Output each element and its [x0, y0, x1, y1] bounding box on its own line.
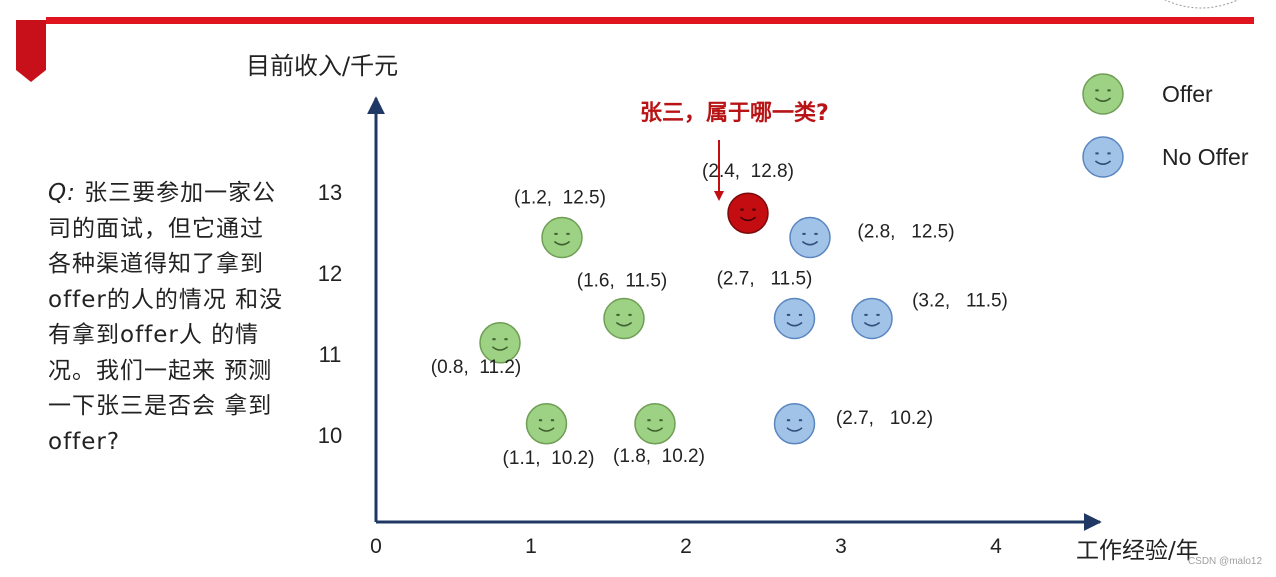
- y-axis-ticks: 10 11 12 13: [318, 180, 342, 448]
- annotation-text: 张三，属于哪一类?: [640, 101, 829, 126]
- no-offer-smiley-point: [851, 297, 893, 340]
- y-tick-label: 11: [319, 342, 342, 367]
- y-axis-title: 目前收入/千元: [246, 52, 398, 80]
- corner-decoration: [1164, 0, 1239, 9]
- x-tick-label: 0: [370, 535, 382, 558]
- point-label: (2.8, 12.5): [857, 222, 954, 243]
- y-tick-label: 10: [318, 423, 342, 448]
- ribbon-marker: [16, 20, 46, 82]
- x-axis-title: 工作经验/年: [1076, 538, 1199, 564]
- point-label: (2.4, 12.8): [702, 161, 794, 182]
- offer-smiley-point: [634, 403, 676, 445]
- point-label: (0.8, 11.2): [431, 357, 521, 378]
- legend: Offer No Offer: [1082, 73, 1249, 178]
- x-tick-label: 3: [835, 535, 847, 558]
- point-label: (2.7, 10.2): [836, 408, 933, 429]
- offer-smiley-point: [603, 297, 645, 340]
- point-label: (1.2, 12.5): [514, 188, 606, 209]
- question-label: Q:: [48, 180, 76, 206]
- x-tick-label: 1: [525, 535, 537, 558]
- x-tick-label: 2: [680, 535, 692, 558]
- watermark-text: CSDN @malo12: [1187, 556, 1262, 567]
- question-text-block: Q: 张三要参加一家公司的面试，但它通过各种渠道得知了拿到offer的人的情况 …: [48, 176, 284, 460]
- legend-offer-icon: [1082, 73, 1124, 115]
- legend-label: No Offer: [1162, 144, 1249, 170]
- no-offer-smiley-point: [789, 216, 831, 259]
- title-accent-bar: [46, 17, 1254, 24]
- no-offer-smiley-point: [773, 403, 816, 445]
- offer-smiley-point: [525, 403, 568, 445]
- y-tick-label: 13: [318, 180, 342, 205]
- legend-no_offer-icon: [1082, 136, 1124, 178]
- point-label: (2.7, 11.5): [717, 269, 813, 290]
- point-label: (3.2, 11.5): [912, 291, 1008, 312]
- question-body: 张三要参加一家公司的面试，但它通过各种渠道得知了拿到offer的人的情况 和没有…: [48, 180, 284, 455]
- target-smiley-point: [727, 192, 769, 234]
- legend-label: Offer: [1162, 81, 1213, 107]
- point-label: (1.1, 10.2): [503, 448, 595, 469]
- x-tick-label: 4: [990, 535, 1002, 558]
- offer-smiley-point: [541, 216, 583, 259]
- point-label: (1.6, 11.5): [577, 271, 667, 292]
- point-label: (1.8, 10.2): [613, 446, 705, 467]
- y-tick-label: 12: [318, 261, 342, 286]
- x-axis-ticks: 0 1 2 3 4: [370, 535, 1002, 558]
- offer-smiley-point: [479, 322, 521, 364]
- data-points: (1.2, 12.5) (1.6, 11.5) (0.8, 11.2) (1.1, 1…: [431, 161, 1008, 469]
- no-offer-smiley-point: [773, 297, 816, 340]
